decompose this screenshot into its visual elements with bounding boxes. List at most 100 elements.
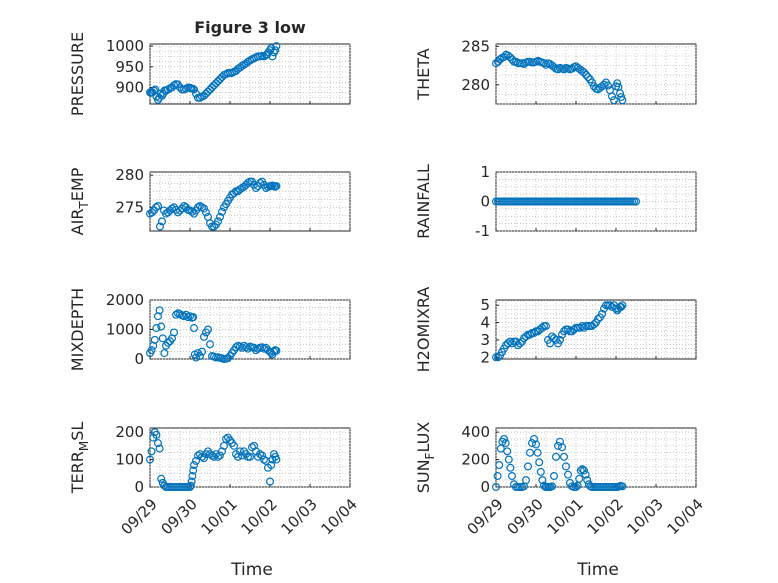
data-point — [244, 57, 253, 66]
data-point — [148, 208, 157, 217]
x-tick-label: 09/29 — [463, 495, 506, 538]
data-point — [196, 201, 205, 210]
data-point — [559, 327, 568, 336]
y-tick-label: 100 — [115, 451, 144, 469]
data-point — [529, 328, 538, 337]
data-point — [618, 96, 627, 105]
data-point — [189, 313, 198, 322]
data-point — [577, 322, 586, 331]
data-point — [170, 328, 179, 337]
data-point — [210, 222, 219, 231]
data-point — [216, 212, 225, 221]
data-point — [162, 86, 171, 95]
x-tick-label: 10/03 — [623, 495, 666, 538]
data-point — [152, 324, 161, 333]
data-point — [605, 301, 614, 310]
x-tick-label: 10/01 — [197, 495, 240, 538]
data-point — [214, 217, 223, 226]
data-point — [538, 476, 547, 485]
data-point — [256, 178, 265, 187]
data-point — [238, 61, 247, 70]
data-point — [515, 339, 524, 348]
y-tick-label: 2000 — [106, 291, 144, 309]
data-point — [230, 441, 239, 450]
data-point — [260, 455, 269, 464]
x-tick-label: 10/02 — [583, 495, 626, 538]
x-tick-label: 10/04 — [317, 495, 360, 538]
data-point — [216, 75, 225, 84]
plot-area — [495, 427, 697, 488]
data-point — [571, 483, 580, 492]
data-point — [539, 59, 548, 68]
panel-theta: 280 285 THETA — [414, 37, 697, 105]
data-point — [523, 462, 532, 471]
data-point — [200, 91, 209, 100]
data-point — [589, 320, 598, 329]
data-point — [200, 454, 209, 463]
data-point — [206, 450, 215, 459]
data-point — [581, 70, 590, 79]
data-point — [607, 92, 616, 101]
panel-mixdepth: 0 1000 2000 MIXDEPTH — [68, 288, 351, 371]
y-tick-label: 200 — [115, 423, 144, 441]
data-point — [168, 204, 177, 213]
data-point — [218, 447, 227, 456]
data-point — [214, 77, 223, 86]
data-point — [618, 482, 627, 491]
data-point — [222, 434, 231, 443]
data-point — [252, 447, 261, 456]
data-point — [575, 474, 584, 483]
data-point — [258, 451, 267, 460]
data-point — [152, 430, 161, 439]
data-point — [230, 189, 239, 198]
data-point — [196, 352, 205, 361]
data-point — [194, 203, 203, 212]
y-tick-label: 1000 — [106, 37, 144, 55]
data-point — [555, 437, 564, 446]
data-point — [537, 323, 546, 332]
x-tick-label: 09/30 — [157, 495, 200, 538]
data-point — [563, 470, 572, 479]
data-point — [188, 207, 197, 216]
data-point — [553, 441, 562, 450]
data-point — [190, 324, 199, 333]
panel-air_temp: 275 280 AIRTEMP — [68, 166, 351, 235]
data-point — [547, 482, 556, 491]
x-axis-label: Time — [576, 560, 619, 580]
y-tick-label: 3 — [480, 331, 490, 349]
data-point — [204, 87, 213, 96]
data-point — [500, 434, 509, 443]
x-tick-label: 09/30 — [503, 495, 546, 538]
data-point — [155, 306, 164, 315]
data-point — [180, 312, 189, 321]
data-point — [559, 452, 568, 461]
data-point — [187, 477, 196, 486]
data-point — [236, 185, 245, 194]
data-point — [611, 304, 620, 313]
data-point — [206, 340, 215, 349]
data-point — [536, 467, 545, 476]
y-axis-label: THETA — [414, 48, 433, 100]
data-point — [176, 206, 185, 215]
data-point — [206, 85, 215, 94]
data-point — [198, 452, 207, 461]
data-point — [553, 65, 562, 74]
data-point — [576, 466, 585, 475]
data-point — [521, 476, 530, 485]
data-point — [508, 472, 517, 481]
data-point — [155, 444, 164, 453]
data-point — [272, 455, 281, 464]
data-point — [492, 483, 501, 492]
x-tick-label: 10/01 — [543, 495, 586, 538]
data-point — [198, 347, 207, 356]
data-point — [152, 203, 161, 212]
data-point — [555, 335, 564, 344]
data-point — [583, 476, 592, 485]
data-point — [609, 96, 618, 105]
data-point — [533, 448, 542, 457]
data-point — [567, 64, 576, 73]
data-point — [202, 89, 211, 98]
data-point — [503, 447, 512, 456]
